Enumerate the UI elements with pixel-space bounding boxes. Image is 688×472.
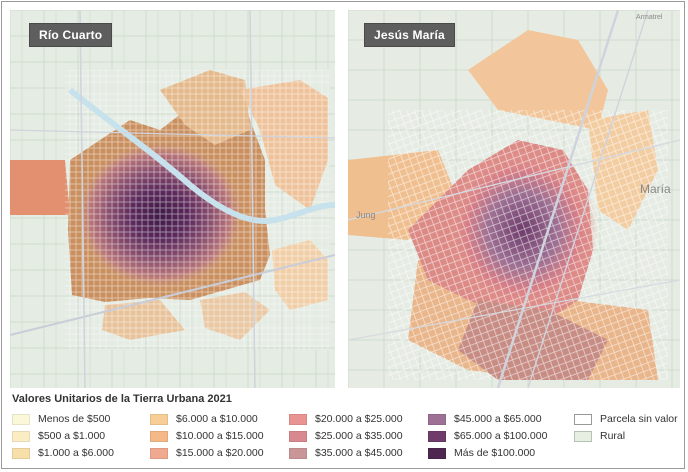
legend-label: Menos de $500 <box>38 413 111 425</box>
legend-swatch <box>289 413 307 425</box>
legend-swatch <box>574 413 592 425</box>
legend-item: $25.000 a $35.000 <box>289 429 403 443</box>
legend-label: Rural <box>600 430 626 442</box>
legend-label: $15.000 a $20.000 <box>176 447 264 459</box>
legend-label: $45.000 a $65.000 <box>454 413 542 425</box>
legend-item: Rural <box>574 429 625 443</box>
legend-swatch <box>12 447 30 459</box>
legend-swatch <box>289 447 307 459</box>
legend-item: Parcela sin valor <box>574 412 678 426</box>
legend-label: $6.000 a $10.000 <box>176 413 258 425</box>
map-jesus-maria[interactable]: Jesús María Jung María Armatrel <box>348 10 680 388</box>
legend-item: $45.000 a $65.000 <box>428 412 542 426</box>
legend-item: $20.000 a $25.000 <box>289 412 403 426</box>
legend-swatch <box>428 447 446 459</box>
legend-label: Más de $100.000 <box>454 447 536 459</box>
rio-cuarto-map-graphic <box>10 10 335 388</box>
legend-item: $35.000 a $45.000 <box>289 446 403 460</box>
jesus-maria-map-graphic <box>348 10 680 388</box>
legend-item: $6.000 a $10.000 <box>150 412 258 426</box>
legend-swatch <box>289 430 307 442</box>
legend-label: $25.000 a $35.000 <box>315 430 403 442</box>
legend-item: $65.000 a $100.000 <box>428 429 547 443</box>
legend-label: $500 a $1.000 <box>38 430 106 442</box>
legend-label: $20.000 a $25.000 <box>315 413 403 425</box>
legend-item: $10.000 a $15.000 <box>150 429 264 443</box>
legend-item: $500 a $1.000 <box>12 429 105 443</box>
legend-swatch <box>150 447 168 459</box>
legend: Menos de $500 $500 a $1.000 $1.000 a $6.… <box>12 412 682 460</box>
legend-label: $35.000 a $45.000 <box>315 447 403 459</box>
map-title-jesus-maria: Jesús María <box>364 23 455 47</box>
legend-item: Menos de $500 <box>12 412 110 426</box>
road-label: Armatrel <box>636 14 663 21</box>
legend-swatch <box>150 413 168 425</box>
place-label: María <box>640 182 671 196</box>
legend-swatch <box>12 413 30 425</box>
street-label: Jung <box>356 210 376 220</box>
legend-label: Parcela sin valor <box>600 413 678 425</box>
legend-item: Más de $100.000 <box>428 446 535 460</box>
legend-item: $15.000 a $20.000 <box>150 446 264 460</box>
legend-swatch <box>428 430 446 442</box>
map-title-rio-cuarto: Río Cuarto <box>29 23 113 47</box>
legend-label: $1.000 a $6.000 <box>38 447 114 459</box>
legend-label: $65.000 a $100.000 <box>454 430 548 442</box>
legend-swatch <box>574 430 592 442</box>
legend-item: $1.000 a $6.000 <box>12 446 114 460</box>
legend-swatch <box>428 413 446 425</box>
legend-swatch <box>12 430 30 442</box>
legend-title: Valores Unitarios de la Tierra Urbana 20… <box>12 393 232 405</box>
legend-swatch <box>150 430 168 442</box>
map-rio-cuarto[interactable]: Río Cuarto <box>10 10 335 388</box>
legend-label: $10.000 a $15.000 <box>176 430 264 442</box>
